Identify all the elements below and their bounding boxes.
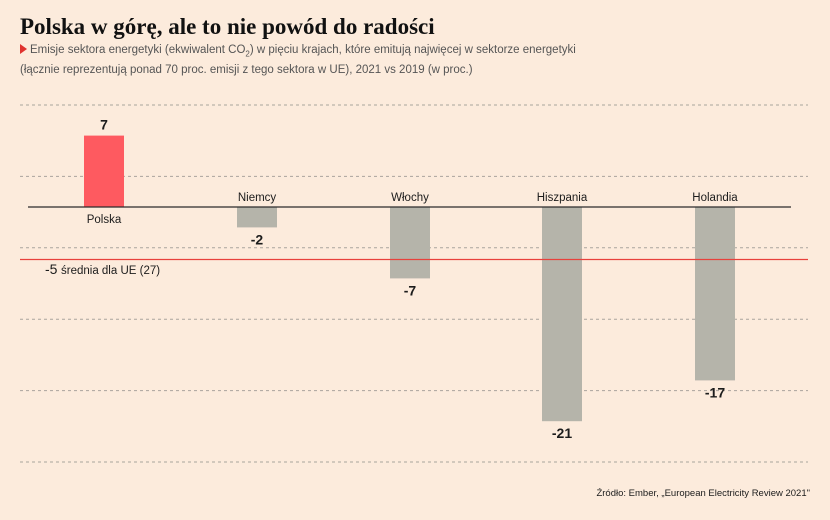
reference-line-value: -5 bbox=[45, 261, 58, 277]
data-label: -2 bbox=[251, 231, 264, 247]
gridlines bbox=[20, 104, 808, 463]
bar-niemcy bbox=[237, 207, 277, 228]
subtitle-line2: (łącznie reprezentują ponad 70 proc. emi… bbox=[20, 64, 473, 77]
data-label: -21 bbox=[552, 425, 572, 441]
category-label: Włochy bbox=[391, 192, 429, 204]
data-label: 7 bbox=[100, 117, 108, 133]
labels: -5 średnia dla UE (27) Polska 7 Niemcy -2 Włoc… bbox=[45, 117, 738, 442]
category-label: Holandia bbox=[692, 192, 738, 204]
chart-title: Polska w górę, ale to nie powód do radoś… bbox=[20, 14, 435, 39]
category-label: Polska bbox=[87, 214, 122, 226]
category-label: Hiszpania bbox=[537, 192, 588, 204]
axes bbox=[20, 206, 808, 261]
triangle-marker-icon bbox=[20, 44, 27, 54]
bar-włochy bbox=[390, 207, 430, 279]
subtitle-line1-after: ) w pięciu krajach, które emitują najwię… bbox=[249, 44, 576, 56]
chart-subtitle: Emisje sektora energetyki (ekwiwalent CO… bbox=[20, 42, 810, 79]
subtitle-line1-before: Emisje sektora energetyki (ekwiwalent CO bbox=[30, 44, 246, 56]
bar-hiszpania bbox=[542, 207, 582, 422]
bar-holandia bbox=[695, 207, 735, 381]
bars bbox=[84, 135, 735, 422]
data-label: -7 bbox=[404, 282, 417, 298]
reference-line-label: średnia dla UE (27) bbox=[61, 265, 160, 277]
category-label: Niemcy bbox=[238, 192, 277, 204]
data-label: -17 bbox=[705, 384, 725, 400]
source-note: Źródło: Ember, „European Electricity Rev… bbox=[596, 488, 810, 499]
subtitle-subscript: 2 bbox=[245, 49, 250, 59]
bar-polska bbox=[84, 135, 124, 207]
